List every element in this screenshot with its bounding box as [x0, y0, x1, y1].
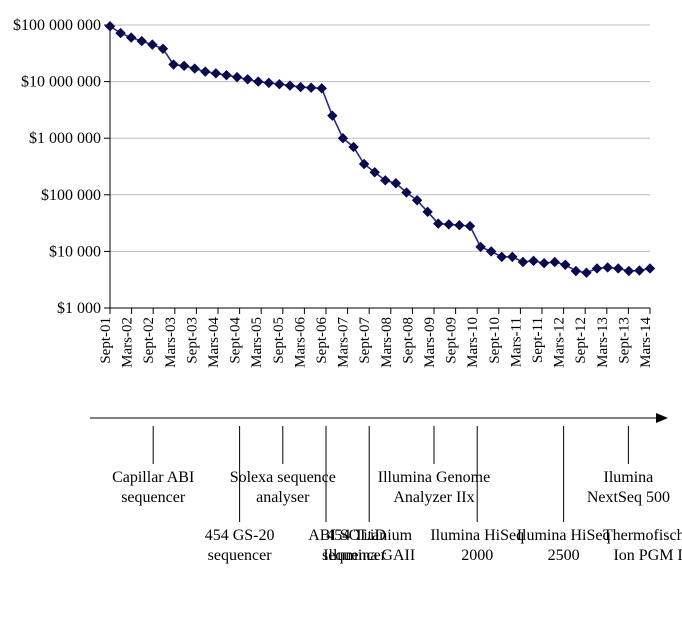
data-marker	[286, 81, 295, 90]
data-marker	[201, 67, 210, 76]
x-tick-label: Sept-07	[357, 317, 373, 364]
y-tick-label: $10 000 000	[21, 74, 101, 91]
x-tick-label: Sept-12	[573, 317, 589, 364]
x-tick-label: Sept-04	[228, 317, 244, 364]
data-marker	[508, 252, 517, 261]
timeline-label: 454 Titanium	[326, 527, 412, 544]
data-marker	[571, 267, 580, 276]
data-marker	[190, 64, 199, 73]
cost-line	[110, 26, 650, 272]
timeline-label: NextSeq 500	[587, 489, 670, 506]
data-marker	[328, 111, 337, 120]
data-marker	[646, 264, 655, 273]
timeline-label: 2500	[548, 547, 580, 564]
timeline-label: Capillar ABI	[112, 469, 194, 486]
data-marker	[243, 75, 252, 84]
y-tick-label: $1 000 000	[29, 130, 101, 147]
x-tick-label: Mars-08	[379, 317, 395, 368]
timeline-label: Ilumina HiSeq	[430, 527, 524, 544]
data-marker	[222, 71, 231, 80]
data-marker	[116, 29, 125, 38]
data-marker	[466, 222, 475, 231]
y-tick-label: $10 000	[49, 243, 101, 260]
data-marker	[307, 83, 316, 92]
timeline-label: 454 GS-20	[205, 527, 275, 544]
cost-chart: $1 000 $10 000 $100 000 $1 000 000 $10 000 0…	[0, 0, 682, 633]
x-tick-label: Sept-05	[271, 317, 287, 364]
x-tick-label: Mars-09	[422, 317, 438, 368]
data-marker	[275, 80, 284, 89]
data-marker	[148, 40, 157, 49]
x-tick-label: Mars-02	[120, 317, 136, 368]
data-marker	[550, 257, 559, 266]
timeline-label: analyser	[256, 489, 310, 506]
data-marker	[233, 73, 242, 82]
x-tick-label: Mars-14	[638, 317, 654, 368]
data-marker	[455, 221, 464, 230]
data-marker	[296, 83, 305, 92]
x-tick-label: Mars-07	[336, 317, 352, 368]
data-marker	[254, 77, 263, 86]
timeline-label: 2000	[461, 547, 493, 564]
data-marker	[158, 44, 167, 53]
x-tick-label: Mars-04	[206, 317, 222, 368]
chart-frame: { "chart": { "type": "line", "width": 68…	[0, 0, 682, 633]
x-tick-label: Mars-03	[163, 317, 179, 368]
data-marker	[497, 252, 506, 261]
x-tick-label: Sept-02	[141, 317, 157, 364]
data-marker	[476, 242, 485, 251]
timeline-label: Analyzer IIx	[393, 489, 474, 506]
timeline-label: Solexa sequence	[230, 469, 336, 486]
data-marker	[127, 33, 136, 42]
y-tick-label: $100 000 000	[13, 17, 101, 34]
x-tick-label: Mars-11	[508, 317, 524, 367]
data-marker	[317, 84, 326, 93]
timeline-label: sequencer	[121, 489, 186, 506]
x-tick-label: Sept-13	[616, 317, 632, 364]
data-marker	[624, 267, 633, 276]
timeline-label: Illumina GAII	[323, 547, 415, 564]
timeline-label: sequencer	[208, 547, 273, 564]
x-tick-label: Sept-03	[184, 317, 200, 364]
data-marker	[593, 264, 602, 273]
y-tick-label: $1 000	[57, 300, 101, 317]
data-marker	[169, 60, 178, 69]
x-tick-label: Sept-10	[487, 317, 503, 364]
x-tick-label: Sept-11	[530, 317, 546, 363]
data-marker	[582, 268, 591, 277]
x-tick-label: Sept-06	[314, 317, 330, 364]
data-marker	[540, 259, 549, 268]
timeline-label: Ion PGM Dx	[613, 547, 682, 564]
data-marker	[529, 256, 538, 265]
x-tick-label: Sept-08	[400, 317, 416, 364]
x-tick-label: Mars-05	[249, 317, 265, 368]
x-tick-label: Mars-06	[292, 317, 308, 368]
data-marker	[561, 260, 570, 269]
x-tick-label: Sept-01	[98, 317, 114, 364]
timeline-label: Illumina Genome	[378, 469, 490, 486]
data-marker	[487, 247, 496, 256]
timeline-label: Ilumina	[604, 469, 654, 486]
data-marker	[444, 220, 453, 229]
arrowhead-icon	[656, 413, 668, 423]
timeline-label: Thermofischer	[603, 527, 682, 544]
data-marker	[211, 69, 220, 78]
x-tick-label: Mars-13	[595, 317, 611, 368]
data-marker	[137, 37, 146, 46]
x-tick-label: Mars-10	[465, 317, 481, 368]
data-marker	[603, 263, 612, 272]
data-marker	[635, 266, 644, 275]
data-marker	[106, 22, 115, 31]
y-tick-label: $100 000	[41, 187, 101, 204]
timeline-label: Ilumina HiSeq	[517, 527, 611, 544]
data-marker	[264, 78, 273, 87]
x-tick-label: Mars-12	[552, 317, 568, 368]
data-marker	[614, 264, 623, 273]
data-marker	[180, 61, 189, 70]
x-tick-label: Sept-09	[444, 317, 460, 364]
data-marker	[518, 257, 527, 266]
